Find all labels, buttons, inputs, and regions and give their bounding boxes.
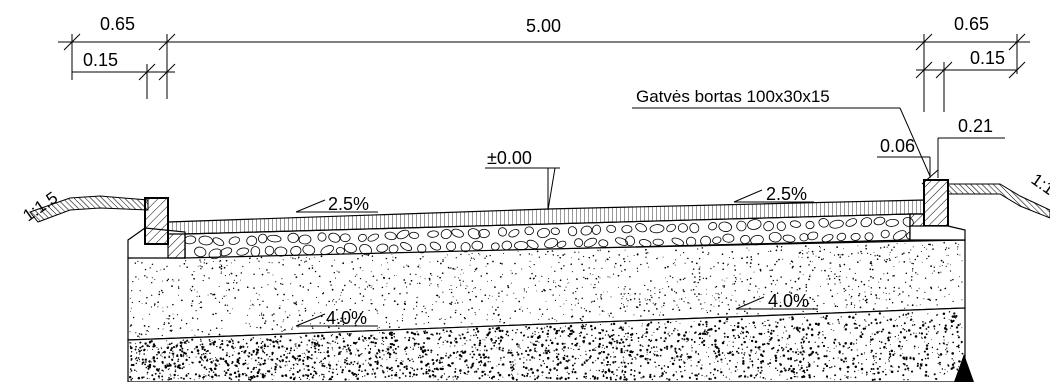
gravel-stipple [128, 311, 965, 382]
dim-curb-height: 0.21 [958, 116, 993, 136]
slope-arrows [295, 189, 818, 327]
dim-right-curb: 0.15 [970, 48, 1005, 68]
dim-left-shoulder: 0.65 [100, 14, 135, 34]
cross-slope-right: 2.5% [766, 184, 807, 204]
axis-marker-icon [954, 354, 974, 382]
right-curb [909, 179, 966, 241]
dim-right-shoulder: 0.65 [954, 14, 989, 34]
dim-left-curb: 0.15 [83, 50, 118, 70]
subbase-slope-right: 4.0% [768, 291, 809, 311]
subbase-slope-left: 4.0% [326, 308, 367, 328]
left-curb [127, 197, 186, 259]
cross-slope-left: 2.5% [328, 194, 369, 214]
dim-curb-reveal: 0.06 [880, 136, 915, 156]
dimension-lines [58, 33, 1030, 211]
curb-note-label: Gatvės bortas 100x30x15 [636, 87, 830, 106]
subbase-layers [127, 239, 966, 382]
elevation-label: ±0.00 [487, 148, 532, 168]
dim-carriageway: 5.00 [526, 16, 561, 36]
gravel-layer [127, 307, 966, 382]
sand-stipple [129, 241, 963, 338]
